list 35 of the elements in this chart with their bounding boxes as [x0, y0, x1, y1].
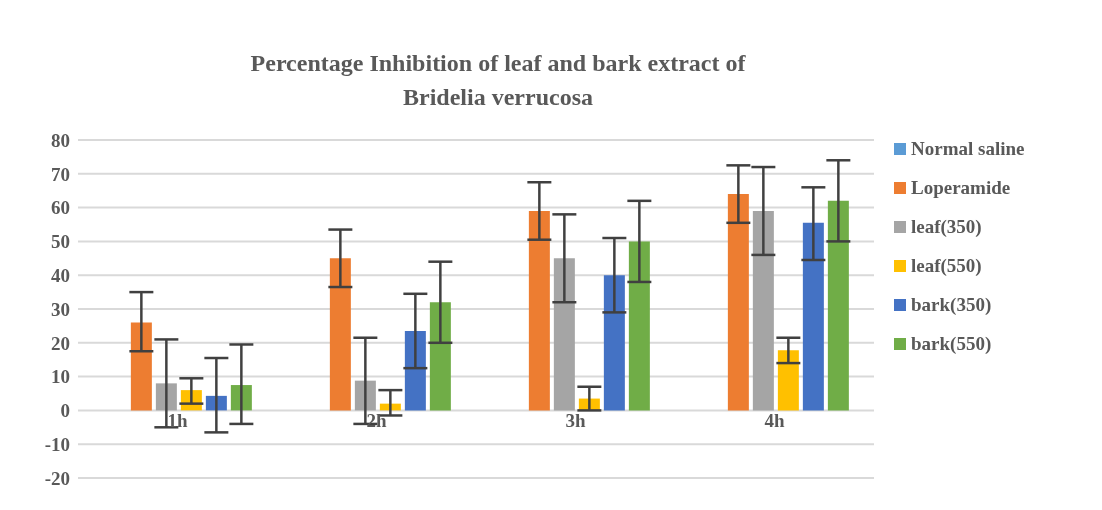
y-tick-label: 30 [51, 298, 70, 320]
y-tick-label: 80 [51, 129, 70, 151]
x-tick-label: 4h [764, 410, 785, 432]
bar [752, 210, 774, 411]
legend-label: Loperamide [911, 177, 1011, 199]
bar [777, 350, 799, 411]
y-tick-label: 50 [51, 231, 70, 253]
y-tick-label: 70 [51, 163, 70, 185]
x-tick-label: 1h [167, 410, 188, 432]
chart-title: Percentage Inhibition of leaf and bark extract of Bridelia verrucosa [249, 49, 747, 112]
bar [404, 330, 426, 411]
y-tick-label: 10 [51, 366, 70, 388]
bar [528, 210, 550, 411]
bar [553, 258, 575, 411]
y-tick-label: 20 [51, 332, 70, 354]
bar [727, 194, 749, 411]
legend-label: bark(550) [911, 333, 992, 355]
bar [429, 302, 451, 411]
y-tick-label: 40 [51, 264, 70, 286]
x-tick-label: 2h [366, 410, 387, 432]
bar [802, 222, 824, 411]
bar [603, 275, 625, 411]
y-tick-label: -10 [44, 433, 70, 455]
y-tick-label: 60 [51, 197, 70, 219]
bar [329, 258, 351, 411]
legend-label: leaf(350) [911, 216, 982, 238]
bar [130, 322, 152, 411]
bar [628, 241, 650, 411]
y-tick-label: 0 [60, 400, 70, 422]
y-tick-label: -20 [44, 467, 70, 489]
legend-label: Normal saline [911, 138, 1025, 160]
bar [827, 200, 849, 411]
legend-label: leaf(550) [911, 255, 982, 277]
x-tick-label: 3h [565, 410, 586, 432]
legend-label: bark(350) [911, 294, 992, 316]
